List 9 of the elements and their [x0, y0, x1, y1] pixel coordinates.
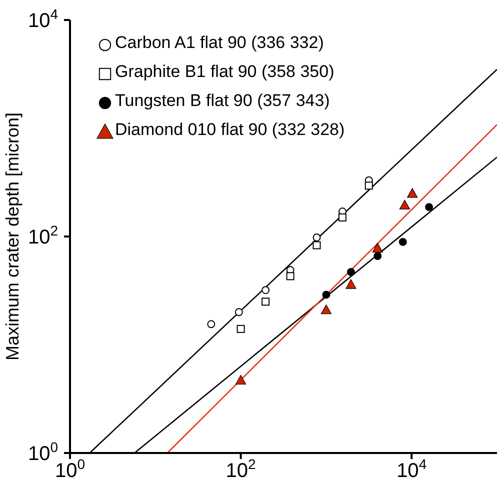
legend-label: Tungsten B flat 90 (357 343): [115, 91, 330, 110]
legend-label: Carbon A1 flat 90 (336 332): [115, 33, 324, 52]
y-tick-label: 10$^{2}$: [28, 222, 58, 248]
legend-label: Graphite B1 flat 90 (358 350): [115, 62, 334, 81]
x-tick-label: 10$^{4}$: [396, 456, 427, 482]
legend-label: Diamond 010 flat 90 (332 328): [115, 120, 345, 139]
x-tick-label: 10$^{2}$: [226, 456, 256, 482]
y-axis-title: Maximum crater depth [micron]: [2, 112, 22, 361]
y-tick-label: 10$^{4}$: [28, 6, 58, 32]
